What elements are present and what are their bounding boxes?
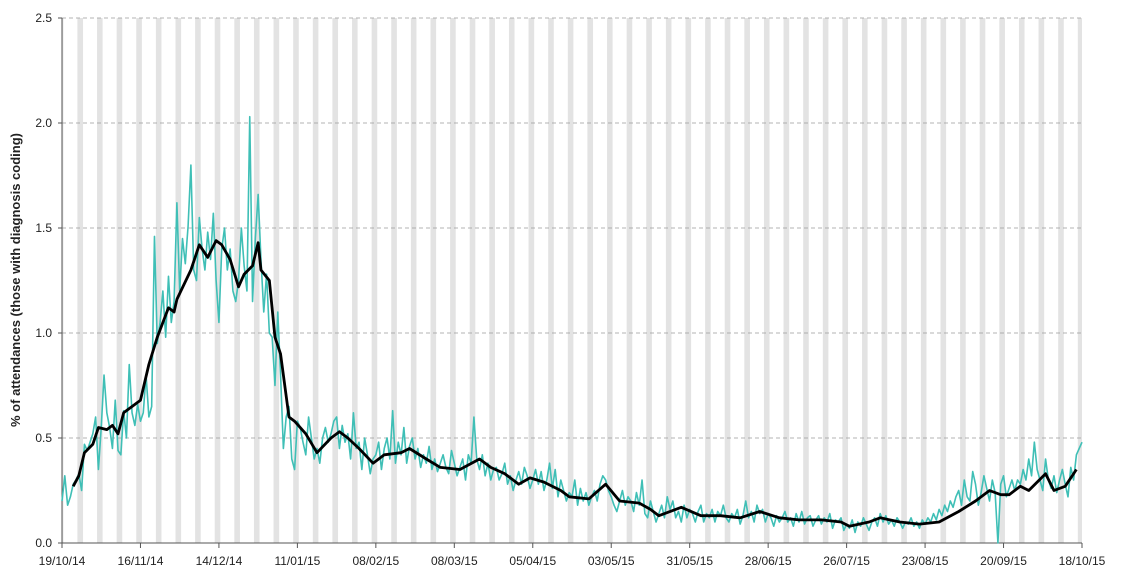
weekend-band [920,18,927,543]
x-tick-label: 08/03/15 [431,554,478,568]
weekend-band [214,18,221,543]
x-tick-label: 11/01/15 [274,554,320,568]
x-tick-label: 26/07/15 [823,554,870,568]
weekend-band [901,18,907,543]
y-tick-label: 2.0 [35,116,52,130]
weekend-band [195,18,201,543]
weekend-band [528,18,535,543]
x-tick-label: 31/05/15 [666,554,713,568]
x-tick-label: 28/06/15 [745,554,792,568]
weekend-band [469,18,476,543]
weekend-band [803,18,809,543]
weekend-band [763,18,770,543]
weekend-band [548,18,554,543]
weekend-band [979,18,986,543]
weekend-band [567,18,574,543]
weekend-band [685,18,692,543]
weekend-band [332,18,339,543]
weekend-band [665,18,672,543]
x-tick-label: 18/10/15 [1059,554,1106,568]
weekend-band [1038,18,1045,543]
weekend-band [136,18,142,543]
weekend-band [607,18,613,543]
series-line [71,239,1078,528]
weekend-band [1058,18,1064,543]
weekend-band [62,18,64,543]
x-tick-label: 03/05/15 [588,554,635,568]
weekend-band [391,18,397,543]
weekend-band [253,18,260,543]
weekend-band [430,18,437,543]
weekend-band [410,18,417,543]
weekend-band [77,18,84,543]
weekend-band [862,18,868,543]
weekend-band [155,18,162,543]
weekend-band [724,18,731,543]
weekend-band [960,18,966,543]
weekend-band [352,18,358,543]
y-tick-label: 0.0 [35,536,52,550]
weekend-band [508,18,515,543]
weekend-band [371,18,378,543]
weekend-band [646,18,652,543]
y-axis-label: % of attendances (those with diagnosis c… [8,133,23,427]
x-tick-label: 19/10/14 [39,554,86,568]
x-tick-label: 08/02/15 [352,554,399,568]
weekend-band [587,18,594,543]
weekend-band [842,18,849,543]
weekend-band [175,18,182,543]
weekend-band [822,18,829,543]
x-tick-label: 05/04/15 [509,554,556,568]
y-tick-label: 1.5 [35,221,52,235]
weekend-band [744,18,750,543]
y-tick-label: 1.0 [35,326,52,340]
weekend-band [489,18,495,543]
weekend-band [312,18,319,543]
weekend-band [450,18,456,543]
weekend-band [1018,18,1025,543]
weekend-band [940,18,947,543]
y-tick-label: 0.5 [35,431,52,445]
x-tick-label: 23/08/15 [902,554,949,568]
weekend-band [881,18,888,543]
weekend-band [626,18,633,543]
weekend-band [273,18,280,543]
weekend-band [116,18,123,543]
x-tick-label: 16/11/14 [118,554,164,568]
weekend-band [1077,18,1082,543]
weekend-band [999,18,1005,543]
x-tick-label: 20/09/15 [980,554,1027,568]
weekend-band [293,18,299,543]
weekend-band [705,18,711,543]
x-tick-label: 14/12/14 [196,554,243,568]
weekend-band [97,18,103,543]
y-tick-label: 2.5 [35,11,52,25]
weekend-band [783,18,790,543]
